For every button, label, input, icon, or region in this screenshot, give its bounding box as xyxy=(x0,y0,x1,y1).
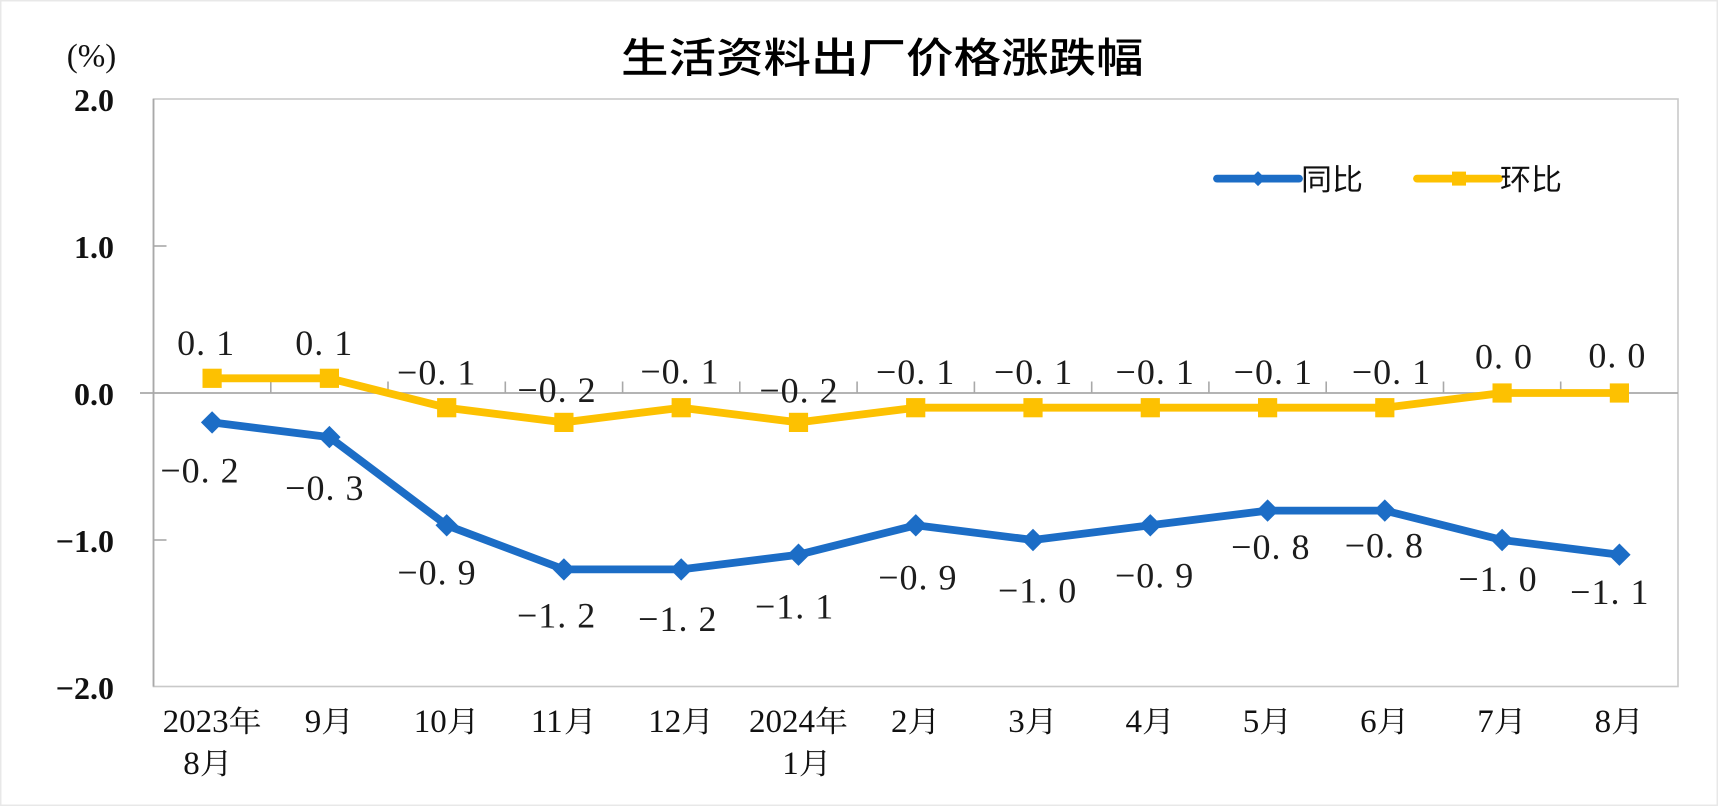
svg-text:−1. 0: −1. 0 xyxy=(998,571,1077,611)
svg-text:−0. 1: −0. 1 xyxy=(1234,352,1313,392)
svg-text:−0. 9: −0. 9 xyxy=(397,552,476,592)
svg-text:−0. 1: −0. 1 xyxy=(1116,352,1195,392)
svg-text:−0. 8: −0. 8 xyxy=(1231,527,1310,567)
svg-text:12: 12 xyxy=(648,704,681,740)
svg-text:−0. 9: −0. 9 xyxy=(878,558,957,598)
svg-text:3: 3 xyxy=(1008,704,1025,740)
svg-text:−1. 1: −1. 1 xyxy=(755,586,834,626)
svg-text:−1. 0: −1. 0 xyxy=(1458,559,1537,599)
svg-text:0. 0: 0. 0 xyxy=(1588,336,1646,376)
svg-text:−0. 1: −0. 1 xyxy=(397,352,476,392)
svg-text:(%): (%) xyxy=(67,39,116,75)
svg-text:2023: 2023 xyxy=(163,704,229,740)
svg-text:−1. 1: −1. 1 xyxy=(1570,572,1649,612)
svg-text:8: 8 xyxy=(1595,704,1612,740)
svg-text:−2.0: −2.0 xyxy=(56,670,114,706)
svg-text:−0. 2: −0. 2 xyxy=(517,370,596,410)
svg-text:2024: 2024 xyxy=(749,704,815,740)
svg-text:9: 9 xyxy=(305,704,322,740)
svg-text:−0. 8: −0. 8 xyxy=(1345,526,1424,566)
svg-text:−0. 1: −0. 1 xyxy=(1352,352,1431,392)
svg-text:8: 8 xyxy=(183,746,200,782)
svg-text:−1.0: −1.0 xyxy=(56,523,114,559)
svg-text:−0. 1: −0. 1 xyxy=(640,352,719,392)
svg-text:7: 7 xyxy=(1477,704,1494,740)
svg-text:0. 1: 0. 1 xyxy=(295,323,353,363)
svg-text:11: 11 xyxy=(531,704,563,740)
svg-text:4: 4 xyxy=(1126,704,1143,740)
svg-text:1: 1 xyxy=(782,746,799,782)
svg-text:0.0: 0.0 xyxy=(74,376,114,412)
svg-text:1.0: 1.0 xyxy=(74,229,114,265)
svg-text:5: 5 xyxy=(1243,704,1260,740)
svg-text:0. 1: 0. 1 xyxy=(177,323,235,363)
svg-text:6: 6 xyxy=(1360,704,1377,740)
svg-text:−0. 2: −0. 2 xyxy=(759,371,838,411)
svg-text:−0. 1: −0. 1 xyxy=(876,352,955,392)
svg-text:2.0: 2.0 xyxy=(74,82,114,118)
svg-text:2: 2 xyxy=(891,704,908,740)
svg-text:−0. 1: −0. 1 xyxy=(994,352,1073,392)
svg-text:10: 10 xyxy=(414,704,447,740)
svg-text:0. 0: 0. 0 xyxy=(1475,336,1533,376)
svg-text:−0. 2: −0. 2 xyxy=(160,450,239,490)
svg-text:−0. 3: −0. 3 xyxy=(285,468,364,508)
svg-text:−1. 2: −1. 2 xyxy=(638,599,717,639)
svg-text:−0. 9: −0. 9 xyxy=(1115,555,1194,595)
svg-text:−1. 2: −1. 2 xyxy=(517,595,596,635)
